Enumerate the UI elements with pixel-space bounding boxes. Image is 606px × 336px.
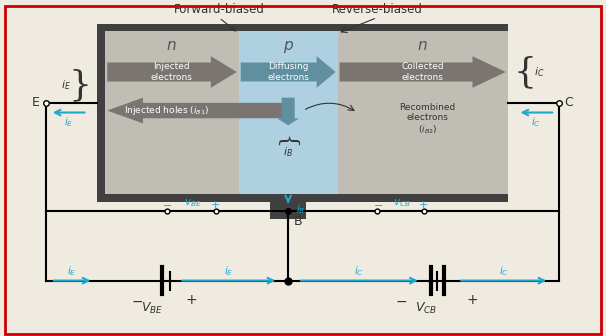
- Polygon shape: [278, 98, 299, 125]
- Text: n: n: [418, 38, 427, 53]
- Text: $i_E$: $i_E$: [61, 78, 71, 92]
- Text: $i_C$: $i_C$: [355, 264, 364, 278]
- Bar: [270, 202, 306, 219]
- Text: n: n: [167, 38, 176, 53]
- Text: $-$: $-$: [131, 293, 143, 307]
- Bar: [239, 32, 338, 194]
- Text: $i_C$: $i_C$: [531, 116, 541, 129]
- Polygon shape: [107, 98, 286, 123]
- Polygon shape: [107, 56, 237, 88]
- Text: p: p: [284, 38, 293, 53]
- Text: $V_{BE}$: $V_{BE}$: [141, 301, 163, 316]
- Bar: [105, 32, 239, 194]
- Text: Injected
electrons: Injected electrons: [150, 62, 193, 82]
- Text: $i_E$: $i_E$: [67, 264, 76, 278]
- Text: $i_C$: $i_C$: [499, 264, 508, 278]
- Bar: [98, 24, 508, 202]
- Text: E: E: [32, 96, 40, 109]
- Text: Collected
electrons: Collected electrons: [401, 62, 444, 82]
- Text: B: B: [294, 215, 303, 228]
- Text: $-$: $-$: [373, 200, 383, 209]
- Text: {: {: [514, 55, 537, 89]
- Text: $-$: $-$: [395, 293, 407, 307]
- Text: $i_E$: $i_E$: [64, 116, 73, 129]
- Text: $+$: $+$: [210, 199, 220, 210]
- Text: Forward-biased: Forward-biased: [173, 3, 264, 16]
- Text: $+$: $+$: [185, 293, 198, 307]
- Polygon shape: [241, 56, 336, 88]
- Text: $V_{CB}$: $V_{CB}$: [415, 301, 437, 316]
- Text: }: }: [277, 131, 299, 145]
- Text: $i_B$: $i_B$: [283, 145, 293, 159]
- Text: Injected holes ($i_{B1}$): Injected holes ($i_{B1}$): [124, 104, 209, 117]
- Text: Recombined
electrons
$(i_{B2})$: Recombined electrons $(i_{B2})$: [399, 102, 456, 136]
- Polygon shape: [339, 56, 505, 88]
- Text: $v_{BE}$: $v_{BE}$: [184, 198, 202, 209]
- Bar: [338, 32, 508, 194]
- Text: Diffusing
electrons: Diffusing electrons: [267, 62, 309, 82]
- Text: }: }: [68, 68, 91, 102]
- Text: $i_E$: $i_E$: [224, 264, 233, 278]
- Text: $+$: $+$: [418, 199, 428, 210]
- Text: C: C: [565, 96, 573, 109]
- Text: $i_C$: $i_C$: [534, 65, 545, 79]
- Text: $+$: $+$: [466, 293, 478, 307]
- Text: $v_{CB}$: $v_{CB}$: [393, 198, 411, 209]
- Text: $-$: $-$: [162, 200, 173, 209]
- Text: Reverse-biased: Reverse-biased: [331, 3, 422, 16]
- Text: $i_B$: $i_B$: [296, 203, 305, 216]
